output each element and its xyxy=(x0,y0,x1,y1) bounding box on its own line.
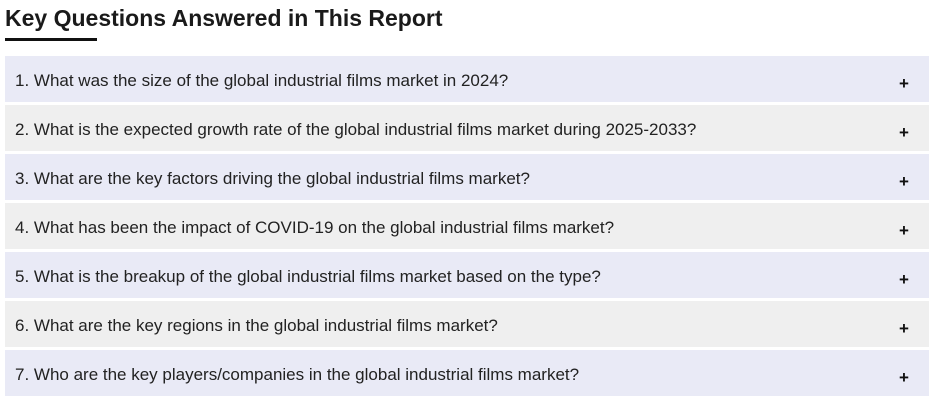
faq-item-1[interactable]: 1. What was the size of the global indus… xyxy=(5,56,929,102)
faq-question: 5. What is the breakup of the global ind… xyxy=(15,267,601,286)
faq-question: 3. What are the key factors driving the … xyxy=(15,169,530,188)
plus-icon[interactable]: + xyxy=(899,270,909,289)
faq-item-7[interactable]: 7. Who are the key players/companies in … xyxy=(5,350,929,396)
plus-icon[interactable]: + xyxy=(899,74,909,93)
plus-icon[interactable]: + xyxy=(899,368,909,387)
section-title: Key Questions Answered in This Report xyxy=(5,5,443,31)
faq-item-5[interactable]: 5. What is the breakup of the global ind… xyxy=(5,252,929,298)
faq-item-6[interactable]: 6. What are the key regions in the globa… xyxy=(5,301,929,347)
faq-question: 1. What was the size of the global indus… xyxy=(15,71,509,90)
title-underline xyxy=(5,38,97,41)
faq-question: 2. What is the expected growth rate of t… xyxy=(15,120,697,139)
plus-icon[interactable]: + xyxy=(899,319,909,338)
faq-question: 7. Who are the key players/companies in … xyxy=(15,365,580,384)
faq-item-4[interactable]: 4. What has been the impact of COVID-19 … xyxy=(5,203,929,249)
faq-question: 4. What has been the impact of COVID-19 … xyxy=(15,218,615,237)
faq-list: 1. What was the size of the global indus… xyxy=(5,56,929,399)
plus-icon[interactable]: + xyxy=(899,221,909,240)
plus-icon[interactable]: + xyxy=(899,123,909,142)
faq-item-3[interactable]: 3. What are the key factors driving the … xyxy=(5,154,929,200)
faq-item-2[interactable]: 2. What is the expected growth rate of t… xyxy=(5,105,929,151)
faq-question: 6. What are the key regions in the globa… xyxy=(15,316,498,335)
plus-icon[interactable]: + xyxy=(899,172,909,191)
